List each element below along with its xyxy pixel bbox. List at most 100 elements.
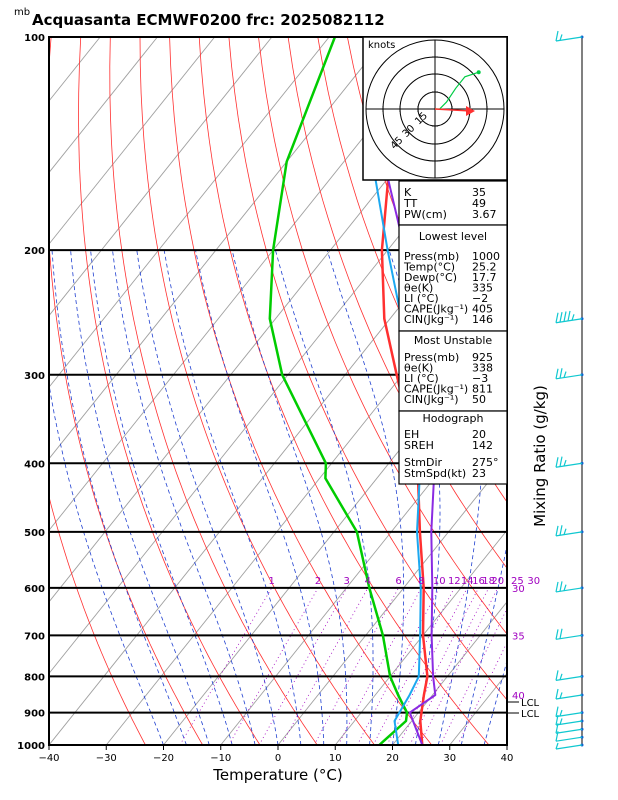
storm-motion-arrowhead bbox=[466, 106, 475, 116]
moist-adiabat-line bbox=[90, 250, 233, 745]
index-label: StmDir bbox=[404, 456, 443, 469]
isotherm-line bbox=[49, 37, 273, 317]
mixing-ratio-label: 8 bbox=[418, 576, 424, 587]
index-value: −2 bbox=[472, 292, 488, 305]
y-tick-label: 300 bbox=[24, 371, 45, 382]
index-value: 23 bbox=[472, 467, 486, 480]
panel-header: Lowest level bbox=[419, 230, 487, 243]
isotherm-line bbox=[105, 243, 507, 745]
moist-adiabat-line bbox=[112, 250, 256, 745]
x-tick-label: −10 bbox=[210, 753, 231, 764]
mixing-ratio-line bbox=[440, 607, 507, 745]
wind-barb bbox=[555, 581, 584, 593]
dry-adiabat-line bbox=[228, 37, 507, 701]
mixing-ratio-label: 20 bbox=[491, 576, 504, 587]
wind-barb bbox=[555, 310, 584, 324]
mixing-ratio-label: 3 bbox=[344, 576, 350, 587]
x-tick-label: 0 bbox=[275, 753, 281, 764]
moist-adiabat-lines bbox=[49, 249, 507, 745]
isotherm-line bbox=[392, 601, 507, 745]
index-value: 35 bbox=[472, 186, 486, 199]
mixing-ratio-label: 30 bbox=[527, 576, 540, 587]
wetbulb-profile bbox=[370, 105, 422, 745]
x-tick-label: 10 bbox=[329, 753, 342, 764]
hodograph-endpoint bbox=[476, 70, 481, 75]
dry-adiabat-line bbox=[78, 37, 261, 745]
index-value: 142 bbox=[472, 439, 493, 452]
stability-indices-panel: K 35 TT 49 PW(cm) 3.67 Lowest level Press(mb) 10… bbox=[398, 180, 508, 485]
isotherm-line bbox=[49, 37, 387, 460]
index-label: StmSpd(kt) bbox=[404, 467, 466, 480]
hodograph-indices-box bbox=[398, 410, 508, 485]
mixing-ratio-label: 1 bbox=[268, 576, 274, 587]
dry-adiabat-line bbox=[49, 37, 204, 745]
index-value: 811 bbox=[472, 383, 493, 396]
moist-adiabat-line bbox=[437, 249, 484, 745]
isotherm-line bbox=[334, 529, 507, 745]
mixing-ratio-label: 14 bbox=[461, 576, 474, 587]
isotherm-lines bbox=[49, 37, 507, 745]
y-tick-label: 600 bbox=[24, 584, 45, 595]
index-label: TT bbox=[403, 197, 418, 210]
y-tick-label: 900 bbox=[24, 709, 45, 720]
lcl-markers: LCL LCL bbox=[507, 698, 540, 720]
x-tick-label: −20 bbox=[153, 753, 174, 764]
isotherm-line bbox=[49, 37, 330, 388]
dry-adiabat-line bbox=[49, 495, 146, 745]
mixing-ratio-label: 10 bbox=[433, 576, 446, 587]
index-value: 3.67 bbox=[472, 208, 497, 221]
lowest-level-box bbox=[398, 224, 508, 332]
panel-header: Hodograph bbox=[423, 412, 484, 425]
wind-barb bbox=[555, 628, 584, 640]
index-label: Dewp(°C) bbox=[404, 271, 457, 284]
index-value: 335 bbox=[472, 282, 493, 295]
index-value: 405 bbox=[472, 303, 493, 316]
wind-barb bbox=[555, 525, 584, 537]
isotherm-line bbox=[49, 171, 507, 745]
basic-indices-box bbox=[398, 180, 508, 226]
index-value: 49 bbox=[472, 197, 486, 210]
mixing-ratio-label: 4 bbox=[365, 576, 371, 587]
mixing-ratio-line bbox=[337, 587, 422, 745]
y-axis-ticks: 100 200 300 400 500 600 700 800 900 1000 bbox=[17, 33, 45, 752]
moist-adiabat-line bbox=[275, 249, 374, 745]
isotherm-line bbox=[49, 37, 158, 174]
wind-barb bbox=[555, 742, 584, 750]
mixing-ratio-label: 25 bbox=[511, 576, 524, 587]
mixing-ratio-axis-label: Mixing Ratio (g/kg) bbox=[531, 385, 549, 527]
x-tick-label: 30 bbox=[443, 753, 456, 764]
mixing-ratio-label: 16 bbox=[472, 576, 485, 587]
index-label: Press(mb) bbox=[404, 250, 459, 263]
x-tick-label: 20 bbox=[386, 753, 399, 764]
mixing-ratio-line bbox=[179, 587, 273, 745]
index-value: 25.2 bbox=[472, 261, 497, 274]
x-tick-label: −30 bbox=[96, 753, 117, 764]
isotherm-line bbox=[277, 458, 507, 745]
y-tick-label: 200 bbox=[24, 246, 45, 257]
mixing-ratio-label: 2 bbox=[315, 576, 321, 587]
wind-barb-column bbox=[555, 30, 584, 750]
wind-barb bbox=[555, 688, 584, 700]
y-tick-label: 400 bbox=[24, 459, 45, 470]
index-label: PW(cm) bbox=[404, 208, 447, 221]
temperature-profile bbox=[380, 37, 457, 745]
index-label: K bbox=[404, 186, 412, 199]
index-value: 1000 bbox=[472, 250, 500, 263]
index-value: 17.7 bbox=[472, 271, 497, 284]
index-value: 20 bbox=[472, 428, 486, 441]
mixing-ratio-label: 18 bbox=[482, 576, 495, 587]
wind-barb bbox=[555, 706, 584, 718]
index-label: CIN(Jkg⁻¹) bbox=[404, 393, 459, 406]
dry-adiabat-line bbox=[585, 37, 618, 745]
wind-barb bbox=[555, 456, 584, 468]
y-tick-label: 100 bbox=[24, 33, 45, 44]
mixing-ratio-line bbox=[281, 587, 369, 745]
isotherm-line bbox=[49, 37, 445, 532]
x-tick-label: −40 bbox=[38, 753, 59, 764]
index-label: Press(mb) bbox=[404, 351, 459, 364]
mixing-ratio-lines bbox=[179, 587, 507, 745]
moist-adiabat-line bbox=[70, 250, 210, 745]
index-value: 146 bbox=[472, 313, 493, 326]
